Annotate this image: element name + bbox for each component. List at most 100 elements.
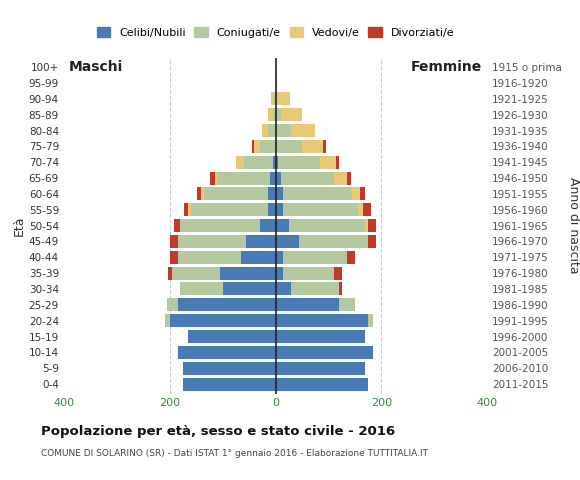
Bar <box>276 235 299 248</box>
Bar <box>278 156 321 168</box>
Bar <box>241 251 276 264</box>
Bar <box>274 92 276 105</box>
Bar <box>188 203 191 216</box>
Bar <box>334 171 347 184</box>
Bar <box>223 283 276 296</box>
Bar <box>271 92 274 105</box>
Bar <box>276 219 289 232</box>
Bar <box>276 299 339 312</box>
Bar <box>276 267 284 280</box>
Bar <box>352 187 360 201</box>
Bar <box>204 187 267 201</box>
Bar <box>260 140 276 153</box>
Bar <box>215 171 218 184</box>
Bar <box>276 156 278 168</box>
Bar <box>267 187 275 201</box>
Bar <box>177 251 241 264</box>
Bar <box>254 140 260 153</box>
Bar <box>276 346 374 359</box>
Bar <box>276 76 277 89</box>
Bar <box>323 140 326 153</box>
Bar <box>339 299 355 312</box>
Bar <box>191 203 267 216</box>
Bar <box>183 362 276 375</box>
Bar <box>284 203 357 216</box>
Bar <box>360 187 365 201</box>
Text: Maschi: Maschi <box>69 60 124 74</box>
Bar <box>273 108 275 121</box>
Text: Femmine: Femmine <box>411 60 482 74</box>
Bar <box>368 235 376 248</box>
Bar <box>365 219 368 232</box>
Text: COMUNE DI SOLARINO (SR) - Dati ISTAT 1° gennaio 2016 - Elaborazione TUTTITALIA.I: COMUNE DI SOLARINO (SR) - Dati ISTAT 1° … <box>41 449 427 458</box>
Bar <box>347 171 351 184</box>
Bar <box>276 314 368 327</box>
Bar <box>273 156 275 168</box>
Bar <box>363 203 371 216</box>
Bar <box>180 283 223 296</box>
Bar <box>174 219 180 232</box>
Bar <box>169 314 276 327</box>
Bar <box>276 378 368 391</box>
Bar <box>276 124 291 137</box>
Bar <box>284 267 334 280</box>
Bar <box>281 108 302 121</box>
Bar <box>252 140 254 153</box>
Y-axis label: Età: Età <box>13 216 26 236</box>
Bar <box>188 330 276 343</box>
Bar <box>276 283 291 296</box>
Bar <box>276 140 302 153</box>
Bar <box>260 219 276 232</box>
Bar <box>284 187 352 201</box>
Bar <box>334 267 342 280</box>
Bar <box>170 251 177 264</box>
Bar <box>357 203 363 216</box>
Bar <box>276 171 281 184</box>
Bar <box>276 92 277 105</box>
Bar <box>246 235 276 248</box>
Bar <box>291 124 315 137</box>
Bar <box>165 314 169 327</box>
Bar <box>289 219 365 232</box>
Bar <box>169 235 177 248</box>
Bar <box>347 251 355 264</box>
Bar <box>276 108 281 121</box>
Bar <box>267 124 275 137</box>
Bar <box>183 378 276 391</box>
Bar <box>276 187 284 201</box>
Bar <box>277 92 291 105</box>
Bar <box>220 267 276 280</box>
Bar <box>339 283 342 296</box>
Bar <box>291 283 339 296</box>
Bar <box>321 156 336 168</box>
Bar <box>197 187 201 201</box>
Bar <box>184 203 188 216</box>
Bar <box>276 362 365 375</box>
Bar <box>177 235 246 248</box>
Bar <box>284 251 347 264</box>
Bar <box>299 235 368 248</box>
Bar <box>180 219 260 232</box>
Bar <box>336 156 339 168</box>
Bar <box>177 346 276 359</box>
Bar <box>281 171 333 184</box>
Bar <box>168 267 172 280</box>
Bar <box>302 140 323 153</box>
Bar <box>177 299 276 312</box>
Bar <box>368 314 374 327</box>
Bar <box>236 156 244 168</box>
Bar <box>368 219 376 232</box>
Bar <box>211 171 215 184</box>
Bar <box>244 156 273 168</box>
Bar <box>201 187 204 201</box>
Text: Popolazione per età, sesso e stato civile - 2016: Popolazione per età, sesso e stato civil… <box>41 425 395 438</box>
Y-axis label: Anno di nascita: Anno di nascita <box>567 177 580 274</box>
Bar <box>172 267 220 280</box>
Bar <box>270 171 276 184</box>
Bar <box>267 108 273 121</box>
Bar <box>276 251 284 264</box>
Bar <box>262 124 267 137</box>
Legend: Celibi/Nubili, Coniugati/e, Vedovi/e, Divorziati/e: Celibi/Nubili, Coniugati/e, Vedovi/e, Di… <box>92 23 459 42</box>
Bar <box>267 203 275 216</box>
Bar <box>276 203 284 216</box>
